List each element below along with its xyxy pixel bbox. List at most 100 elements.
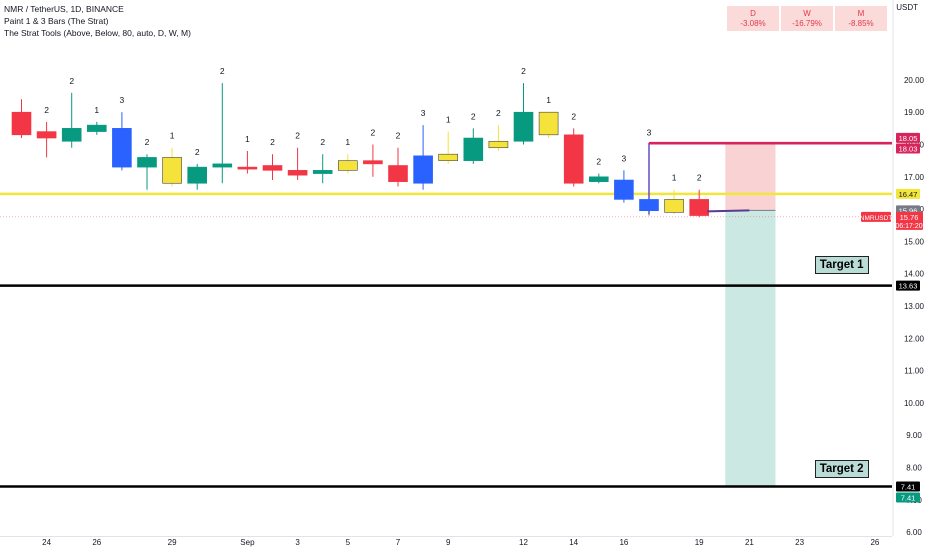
strat-bar-label: 2 [195,147,200,157]
entry-marker-line [707,209,750,213]
target-1-label: Target 1 [814,256,869,274]
candle-body [36,131,57,139]
strat-bar-label: 2 [371,128,376,138]
strat-bar-label: 1 [94,105,99,115]
price-tag-13-63: 13.63 [899,282,918,291]
strat-bar-label: 2 [521,66,526,76]
y-tick-label: 10.00 [904,399,925,408]
candle: 2 [689,173,710,218]
y-tick-label: 19.00 [904,108,925,117]
candle: 2 [187,147,207,190]
candle-body [262,165,283,171]
candle: 2 [388,131,408,187]
y-tick-label: 14.00 [904,270,925,279]
current-price-label: 15.76 [900,213,919,222]
strat-bar-label: 1 [546,95,551,105]
tf-change-weekly: W -16.79% [781,6,833,31]
candle: 1 [237,134,258,174]
x-tick-label: 29 [168,538,177,547]
candle: 2 [513,66,534,145]
x-tick-label: 7 [396,538,401,547]
symbol-tag-label: NMRUSDT [860,215,893,222]
indicator-strat-tools[interactable]: The Strat Tools (Above, Below, 80, auto,… [4,28,191,38]
currency-unit[interactable]: USDT [896,3,918,12]
y-tick-label: 13.00 [904,302,925,311]
candle: 2 [262,137,283,181]
y-tick-label: 17.00 [904,173,925,182]
strat-bar-label: 1 [245,134,250,144]
candle-body [237,166,258,170]
y-tick-label: 8.00 [906,464,922,473]
candle-body [187,166,207,184]
candle-body [162,157,182,184]
candle-body [388,165,408,182]
x-tick-label: 19 [695,538,704,547]
candle: 2 [563,111,584,187]
candle-body [212,163,233,168]
candle-body [588,176,609,182]
candle-body [438,153,459,161]
x-tick-label: 23 [795,538,804,547]
candle [11,99,32,139]
candle-body [337,160,358,171]
strat-bar-label: 2 [270,137,275,147]
price-tag-13-63-bg [896,280,920,291]
profit-target-zone [725,210,776,487]
x-tick-label: 9 [446,538,451,547]
target-2-label: Target 2 [814,459,869,478]
candle: 3 [112,95,132,171]
candle-body [513,111,534,142]
x-tick-label: 16 [619,538,628,547]
price-tag-target: 7.41 [901,494,916,503]
bar-countdown-label: 06:17:20 [895,223,922,230]
strat-bar-label: 2 [295,131,300,141]
strat-bar-label: 1 [446,115,451,125]
x-tick-label: 24 [42,538,51,547]
strat-bar-label: 2 [320,137,325,147]
strat-bar-label: 2 [471,111,476,121]
stop-loss-zone [725,142,776,211]
price-tag-18-05: 18.05 [899,134,918,143]
symbol-tag-bg [861,211,891,222]
strat-bar-label: 2 [69,76,74,86]
x-tick-label: 12 [519,538,528,547]
candle: 1 [337,137,358,174]
y-tick-label: 11.00 [904,367,924,376]
symbol-title[interactable]: NMR / TetherUS, 1D, BINANCE [4,4,124,14]
candle-body [61,128,82,142]
candle-body [563,134,584,184]
strat-bar-label: 3 [421,108,426,118]
strat-bar-label: 1 [170,131,175,141]
candle: 2 [363,128,383,177]
x-tick-label: 26 [870,538,879,547]
candle: 2 [463,111,484,164]
price-tag-7-41-bg [896,481,920,492]
x-tick-label: 5 [346,538,351,547]
candle-body [87,124,107,132]
candle-body [538,111,559,136]
candle: 2 [488,108,509,151]
candle: 2 [36,105,57,158]
candle-body [413,155,433,184]
candle: 3 [614,153,634,203]
candle: 2 [137,137,157,190]
candle-body [614,179,634,200]
price-tag-18-03: 18.03 [899,145,918,154]
x-tick-label: 26 [92,538,101,547]
price-tag-16-47: 16.47 [899,190,918,199]
strat-bar-label: 2 [220,66,225,76]
price-tag-18-03-bg [896,143,920,154]
candle-body [488,140,509,149]
indicator-paint-strat[interactable]: Paint 1 & 3 Bars (The Strat) [4,16,109,26]
x-tick-label: 14 [569,538,578,547]
y-tick-label: 9.00 [906,431,922,440]
y-tick-label: 6.00 [906,528,922,537]
tf-change-monthly: M -8.85% [835,6,887,31]
strat-bar-label: 1 [345,137,350,147]
strat-bar-label: 3 [120,95,125,105]
strat-bar-label: 2 [697,173,702,183]
price-axis [893,0,932,550]
tf-change-daily: D -3.08% [727,6,779,31]
candle-body [112,128,132,168]
